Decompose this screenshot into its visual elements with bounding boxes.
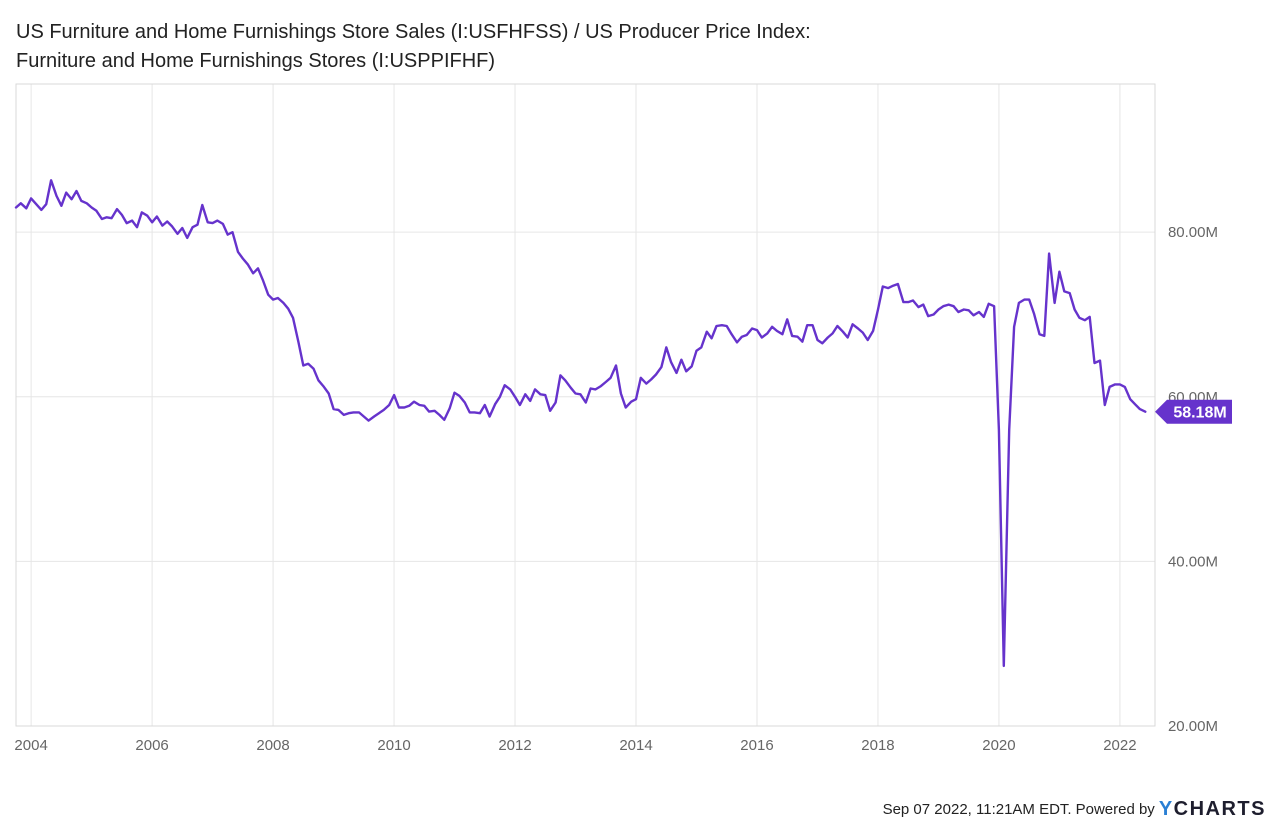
x-tick-label-2022: 2022 <box>1103 737 1136 754</box>
x-tick-label-2008: 2008 <box>256 737 289 754</box>
series-line-0[interactable] <box>14 179 1147 668</box>
y-tick-label-80: 80.00M <box>1168 224 1218 241</box>
x-tick-label-2016: 2016 <box>740 737 773 754</box>
grid-layer <box>16 84 1155 727</box>
series-layer <box>14 179 1147 668</box>
y-tick-label-40: 40.00M <box>1168 553 1218 570</box>
ycharts-logo-y: Y <box>1158 798 1174 820</box>
ycharts-logo-text: CHARTS <box>1173 798 1266 820</box>
ycharts-logo[interactable]: YCHARTS <box>1159 798 1266 821</box>
y-tick-label-20: 20.00M <box>1168 718 1218 735</box>
x-tick-label-2012: 2012 <box>498 737 531 754</box>
x-tick-label-2010: 2010 <box>377 737 410 754</box>
x-tick-label-2004: 2004 <box>14 737 47 754</box>
footer: Sep 07 2022, 11:21AM EDT. Powered by YCH… <box>883 798 1266 821</box>
chart-title-line-2: Furniture and Home Furnishings Stores (I… <box>16 50 496 72</box>
label-layer: 2004 2006 2008 2010 2012 2014 2016 2018 2020 2022… <box>14 224 1232 754</box>
last-value-tag: 58.18M <box>1155 399 1232 424</box>
chart-title-line-1: US Furniture and Home Furnishings Store … <box>16 21 811 43</box>
chart-title: US Furniture and Home Furnishings Store … <box>16 18 1016 76</box>
plot-frame <box>15 83 1156 727</box>
last-value-tag-shape <box>1155 399 1232 424</box>
x-tick-label-2014: 2014 <box>619 737 652 754</box>
x-tick-label-2018: 2018 <box>861 737 894 754</box>
x-tick-label-2006: 2006 <box>135 737 168 754</box>
footer-timestamp: Sep 07 2022, 11:21AM EDT. <box>882 801 1072 818</box>
x-tick-label-2020: 2020 <box>982 737 1015 754</box>
footer-powered-by: Powered by <box>1075 801 1155 818</box>
last-value-label: 58.18M <box>1173 405 1226 422</box>
